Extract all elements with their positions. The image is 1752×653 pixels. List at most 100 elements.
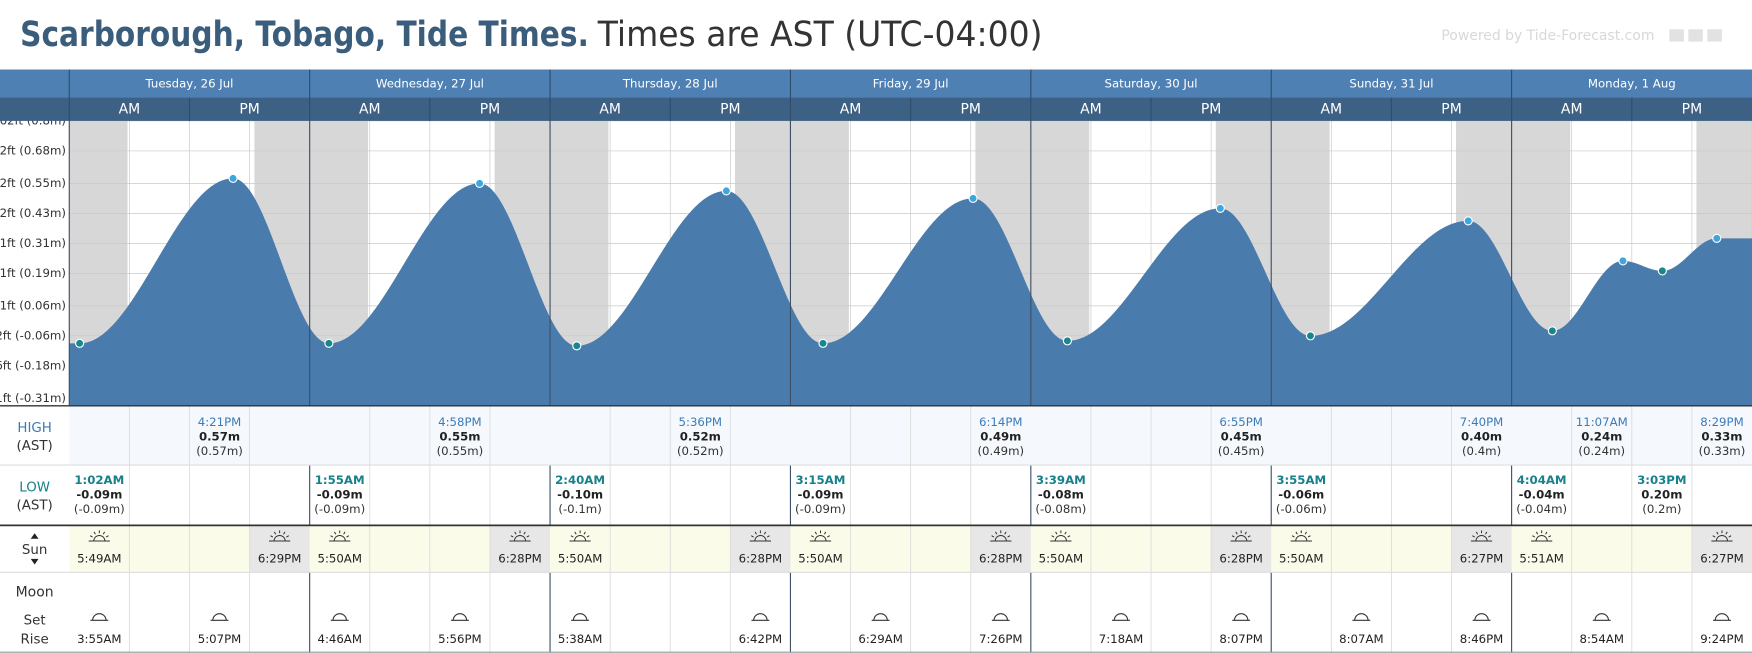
low-tide-point [324,338,334,348]
row-label: Sun [22,543,47,558]
sun-ray [270,535,274,538]
row-label: (AST) [16,439,52,454]
icon [1669,29,1684,42]
sun-arc [333,535,346,542]
sun-icon [1290,530,1312,542]
tide-height: -0.06m [1278,488,1324,502]
sun-ray [991,535,995,538]
pm-label: PM [239,102,259,118]
sun-ray [1712,535,1716,538]
moon-arc [1714,613,1730,621]
tide-height: 0.57m [199,430,240,444]
sun-icon [1711,530,1733,542]
moon-arc [452,613,468,621]
moon-arc [92,613,107,621]
sun-ray [1725,531,1728,535]
moon-arc [572,613,588,621]
tide-time: 6:14PM [979,415,1023,429]
tide-height: 0.55m [439,430,480,444]
moon-icon [450,613,469,621]
powered-by[interactable]: Powered by Tide-Forecast.com [1441,28,1654,44]
tide-time: 1:55AM [315,473,365,487]
high-tide-point [1712,233,1722,243]
moon-icon [1232,613,1251,621]
sun-icon [329,530,351,542]
tide-height-alt: (-0.06m) [1276,502,1327,516]
tide-height-alt: (-0.09m) [314,502,365,516]
high-tide-point [1618,256,1628,266]
y-tick-label: 2.22ft (0.68m) [0,143,66,157]
moon-arc [1354,613,1369,621]
tide-height-alt: (-0.1m) [558,502,601,516]
sun-ray [523,531,526,535]
sun-ray [1485,531,1488,535]
moon-time: 6:29AM [858,632,902,646]
sun-arc [814,535,827,542]
icon [1707,29,1722,42]
tide-time: 6:55PM [1219,415,1263,429]
low-tide-point [1062,336,1072,346]
sun-arc [994,535,1007,542]
sunrise-time: 5:50AM [558,551,602,565]
moon-time: 3:55AM [77,632,121,646]
row-label: Moon [16,584,54,600]
tide-time: 4:58PM [438,415,482,429]
low-tide-point [572,341,582,351]
tide-height-alt: (0.33m) [1699,444,1746,458]
sun-arc [513,535,527,542]
sun-icon [1470,530,1493,542]
moon-time: 8:07AM [1339,632,1383,646]
sun-ray [995,531,998,535]
sun-ray [273,531,277,535]
high-tide-point [968,193,978,203]
tide-height: 0.33m [1701,430,1742,444]
sun-ray [286,535,290,538]
moon-time: 8:46PM [1460,632,1504,646]
moon-time: 4:46AM [317,632,361,646]
sun-ray [333,531,337,535]
high-tide-point [1215,203,1225,213]
page-subtitle: Times are AST (UTC-04:00) [597,15,1043,55]
sun-ray [1488,535,1492,538]
sunrise-time: 5:50AM [1039,551,1083,565]
sunrise-time: 5:50AM [1279,551,1323,565]
tide-height-alt: (0.4m) [1462,444,1501,458]
sun-icon [1531,530,1553,542]
row-label: (AST) [16,498,52,513]
day-label: Thursday, 28 Jul [622,77,718,91]
tide-height: -0.09m [797,488,843,502]
sun-ray [93,531,96,535]
sun-icon [269,530,291,542]
moon-icon [1592,613,1611,621]
moon-arc [1233,613,1249,621]
sun-ray [1535,531,1539,535]
sunset-time: 6:27PM [1700,551,1744,565]
day-band [0,69,1752,98]
moon-icon [1112,613,1130,621]
sun-ray [1064,531,1067,535]
y-tick-label: -0.2ft (-0.06m) [0,328,66,342]
sun-ray [1244,531,1247,535]
y-tick-label: 1.42ft (0.43m) [0,206,66,220]
am-label: AM [840,102,862,118]
tide-time: 4:21PM [198,415,242,429]
y-tick-label: 0.21ft (0.06m) [0,298,66,312]
moon-arc [212,613,227,621]
tide-time: 5:36PM [679,415,723,429]
moon-arc [1113,613,1129,621]
sun-ray [1304,531,1308,535]
moon-arc [1594,613,1610,621]
row-label: LOW [19,480,50,495]
moon-time: 6:42PM [739,632,783,646]
tide-height: 0.24m [1581,430,1622,444]
moon-time: 8:54AM [1580,632,1624,646]
sunset-time: 6:28PM [498,551,542,565]
am-label: AM [1561,102,1583,118]
low-tide-point [1305,331,1316,341]
tide-height-alt: (-0.09m) [795,502,846,516]
tide-height: 0.40m [1461,430,1502,444]
sun-arc [1054,535,1067,542]
tide-time: 3:39AM [1036,473,1086,487]
